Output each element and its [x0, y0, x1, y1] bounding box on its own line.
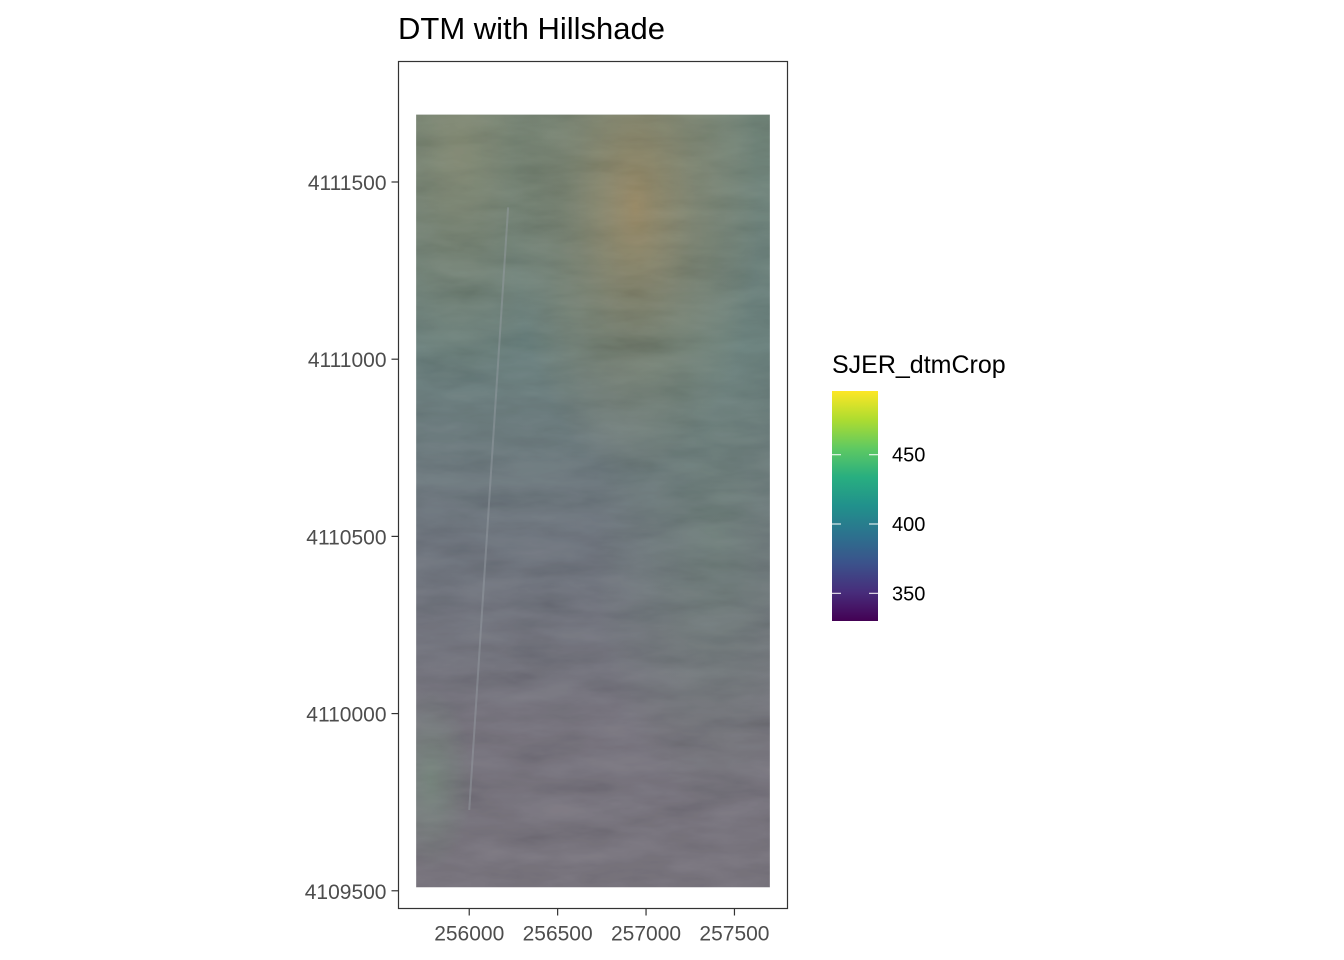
- y-tick-label: 4109500: [305, 881, 387, 904]
- legend-tick-label: 350: [892, 583, 925, 605]
- legend-colorbar: [832, 391, 878, 621]
- x-tick-label: 256000: [434, 923, 504, 946]
- legend-ticks: 350 400 450: [832, 445, 925, 605]
- legend-tick-label: 450: [892, 445, 925, 467]
- y-tick-label: 4110500: [306, 526, 386, 549]
- y-tick-label: 4111000: [308, 349, 387, 372]
- chart-title: DTM with Hillshade: [398, 11, 665, 46]
- legend: SJER_dtmCrop 350 400 450: [832, 351, 1006, 621]
- y-axis: 4109500 4110000 4110500 4111000 4111500: [305, 172, 399, 904]
- legend-tick-label: 400: [892, 514, 925, 536]
- y-tick-label: 4110000: [306, 704, 386, 727]
- road-streak: [468, 207, 510, 811]
- plot-panel-border: [397, 60, 789, 910]
- hillshade-texture: [416, 114, 770, 888]
- x-tick-label: 257000: [611, 923, 681, 946]
- legend-title: SJER_dtmCrop: [832, 351, 1006, 379]
- dtm-raster: [416, 114, 770, 888]
- x-tick-label: 256500: [523, 923, 593, 946]
- x-tick-label: 257500: [699, 923, 769, 946]
- y-tick-label: 4111500: [308, 172, 387, 195]
- x-axis: 256000 256500 257000 257500: [434, 908, 769, 946]
